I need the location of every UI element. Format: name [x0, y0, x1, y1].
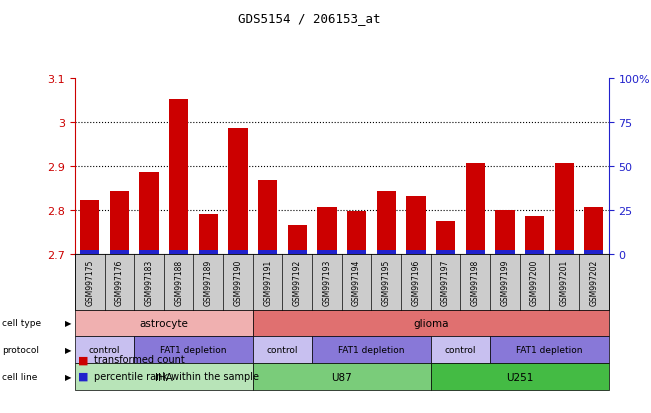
Text: transformed count: transformed count	[94, 354, 185, 364]
Bar	[288, 250, 307, 254]
Bar	[258, 180, 277, 254]
Bar	[377, 191, 396, 254]
Bar	[347, 250, 367, 254]
Bar	[139, 172, 159, 254]
Text: GSM997190: GSM997190	[234, 259, 242, 305]
Text: GSM997199: GSM997199	[501, 259, 509, 305]
Text: GSM997202: GSM997202	[589, 259, 598, 305]
Text: ■: ■	[78, 354, 89, 364]
Bar	[525, 217, 544, 254]
Bar	[555, 250, 574, 254]
Bar	[229, 128, 247, 254]
Bar	[584, 207, 603, 254]
Text: ▶: ▶	[65, 319, 72, 328]
Text: glioma: glioma	[413, 318, 449, 328]
Text: GSM997194: GSM997194	[352, 259, 361, 305]
Bar	[436, 250, 455, 254]
Text: IHA: IHA	[155, 372, 173, 382]
Bar	[80, 250, 100, 254]
Bar	[317, 250, 337, 254]
Text: U87: U87	[331, 372, 352, 382]
Text: GDS5154 / 206153_at: GDS5154 / 206153_at	[238, 12, 380, 25]
Text: GSM997200: GSM997200	[530, 259, 539, 305]
Text: GSM997176: GSM997176	[115, 259, 124, 305]
Text: GSM997193: GSM997193	[322, 259, 331, 305]
Text: ▶: ▶	[65, 346, 72, 354]
Bar	[495, 250, 514, 254]
Text: FAT1 depletion: FAT1 depletion	[160, 346, 227, 354]
Text: control: control	[89, 346, 120, 354]
Bar	[80, 200, 100, 254]
Bar	[169, 250, 188, 254]
Bar	[199, 214, 218, 254]
Bar	[229, 250, 247, 254]
Bar	[347, 211, 367, 254]
Bar	[584, 250, 603, 254]
Text: protocol: protocol	[2, 346, 39, 354]
Bar	[288, 225, 307, 254]
Bar	[199, 250, 218, 254]
Text: GSM997198: GSM997198	[471, 259, 480, 305]
Bar	[110, 191, 129, 254]
Bar	[317, 207, 337, 254]
Bar	[406, 250, 426, 254]
Text: GSM997195: GSM997195	[381, 259, 391, 305]
Text: cell line: cell line	[2, 373, 37, 381]
Text: GSM997191: GSM997191	[263, 259, 272, 305]
Text: FAT1 depletion: FAT1 depletion	[516, 346, 583, 354]
Text: GSM997189: GSM997189	[204, 259, 213, 305]
Text: ▶: ▶	[65, 373, 72, 381]
Text: GSM997188: GSM997188	[174, 259, 183, 305]
Text: GSM997197: GSM997197	[441, 259, 450, 305]
Text: control: control	[267, 346, 298, 354]
Bar	[525, 250, 544, 254]
Bar	[465, 250, 485, 254]
Bar	[406, 196, 426, 254]
Text: GSM997201: GSM997201	[560, 259, 569, 305]
Bar	[436, 222, 455, 254]
Text: percentile rank within the sample: percentile rank within the sample	[94, 371, 259, 381]
Bar	[555, 164, 574, 254]
Text: GSM997196: GSM997196	[411, 259, 421, 305]
Text: astrocyte: astrocyte	[139, 318, 188, 328]
Bar	[377, 250, 396, 254]
Bar	[169, 100, 188, 254]
Bar	[495, 210, 514, 254]
Bar	[139, 250, 159, 254]
Text: GSM997175: GSM997175	[85, 259, 94, 305]
Text: control: control	[445, 346, 476, 354]
Text: GSM997183: GSM997183	[145, 259, 154, 305]
Text: ■: ■	[78, 371, 89, 381]
Bar	[258, 250, 277, 254]
Bar	[110, 250, 129, 254]
Bar	[465, 164, 485, 254]
Text: U251: U251	[506, 372, 533, 382]
Text: GSM997192: GSM997192	[293, 259, 302, 305]
Text: FAT1 depletion: FAT1 depletion	[338, 346, 405, 354]
Text: cell type: cell type	[2, 319, 41, 328]
